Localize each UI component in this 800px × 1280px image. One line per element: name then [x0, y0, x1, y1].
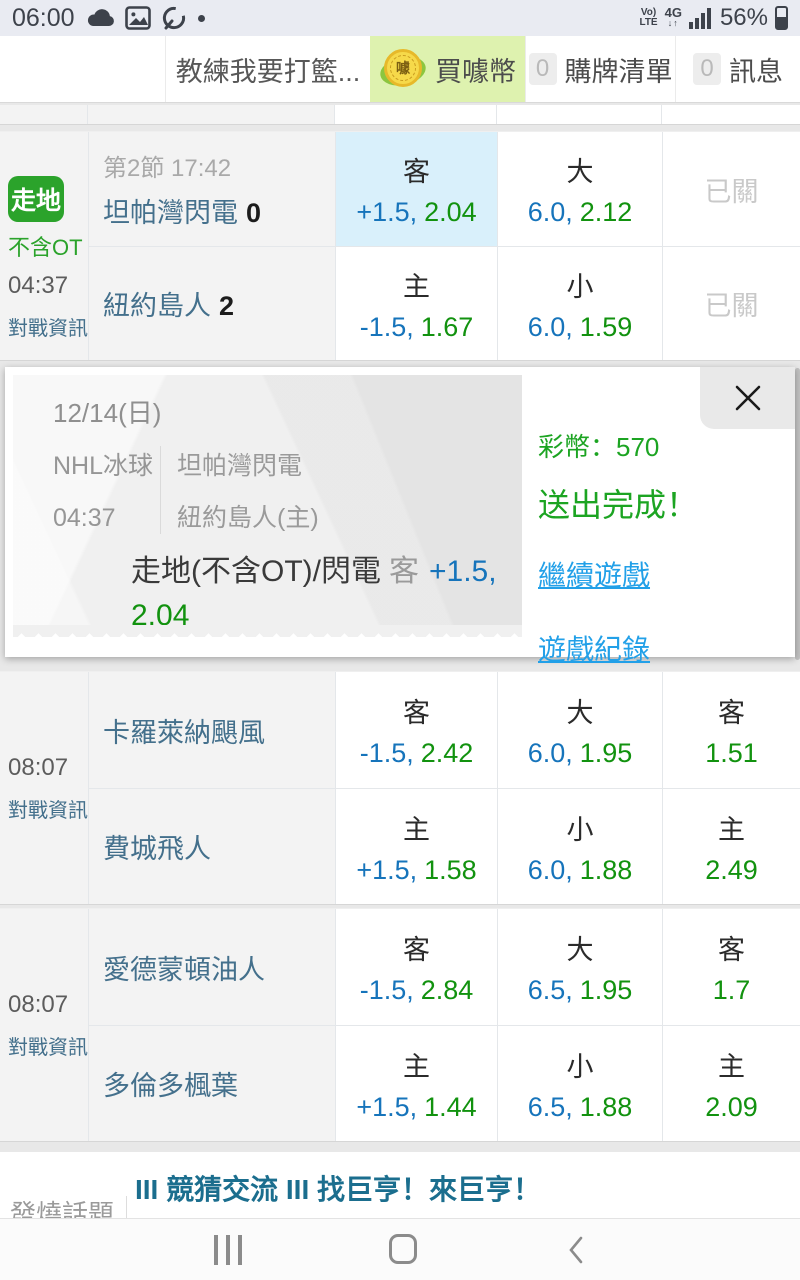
gallery-icon	[124, 6, 151, 30]
bet-league: NHL冰球	[53, 452, 154, 480]
scrollbar-thumb[interactable]	[795, 368, 800, 660]
coin-icon: 噱	[377, 47, 429, 91]
team-score: 2	[219, 291, 235, 321]
bet-list-count-badge: 0	[528, 53, 557, 85]
match-info-link[interactable]: 對戰資訊	[8, 800, 88, 822]
signal-icon	[688, 7, 713, 29]
team-name: 坦帕灣閃電 0	[103, 198, 262, 228]
volte-icon: Vo) LTE	[639, 7, 658, 28]
team-name: 費城飛人	[103, 834, 211, 864]
team-cell[interactable]: 第2節 17:42 坦帕灣閃電 0	[88, 132, 335, 246]
match-meta: 08:07 對戰資訊	[0, 909, 88, 1141]
odds-handicap-home[interactable]: 主 -1.5, 1.67	[335, 247, 497, 360]
partial-table-row	[0, 105, 800, 125]
team-row-home: 多倫多楓葉 主 +1.5, 1.44 小 6.5, 1.88 主 2.09	[88, 1025, 800, 1141]
match-meta: 走地 不含OT 04:37 對戰資訊	[0, 132, 88, 360]
swirl-app-icon	[161, 5, 188, 31]
match-card-hurricanes-flyers: 08:07 對戰資訊 卡羅萊納颶風 客 -1.5, 2.42 大 6.0, 1.95…	[0, 671, 800, 905]
close-button[interactable]	[700, 367, 795, 429]
team-row-away: 第2節 17:42 坦帕灣閃電 0 客 +1.5, 2.04 大 6.0, 2.12 …	[88, 132, 800, 246]
status-bar: 06:00 Vo) LTE 4G ↓↑ 56%	[0, 0, 800, 36]
odds-moneyline-closed: 已關	[662, 247, 800, 360]
continue-game-link[interactable]: 繼續遊戲	[538, 560, 651, 591]
submit-success-message: 送出完成！	[538, 487, 699, 523]
match-card-oilers-mapleleafs: 08:07 對戰資訊 愛德蒙頓油人 客 -1.5, 2.84 大 6.5, 1.95…	[0, 908, 800, 1142]
mobile-data-icon: 4G ↓↑	[664, 5, 682, 28]
team-cell[interactable]: 費城飛人	[88, 789, 335, 904]
close-icon	[733, 383, 763, 413]
team-cell[interactable]: 紐約島人 2	[88, 247, 335, 360]
top-nav: 教練我要打籃... 噱 買噱幣 0 購牌清單 0 訊息	[0, 36, 800, 103]
team-row-home: 費城飛人 主 +1.5, 1.58 小 6.0, 1.88 主 2.49	[88, 788, 800, 904]
game-period: 第2節 17:42	[103, 155, 232, 182]
live-badge: 走地	[8, 176, 64, 222]
team-score: 0	[246, 198, 262, 228]
coins-balance: 彩幣：570	[538, 432, 660, 462]
nav-empty-area	[0, 36, 165, 102]
forum-marquee-link[interactable]: III 競猜交流 III 找巨亨！來巨亨！	[135, 1174, 542, 1205]
receipt-zigzag-edge	[13, 625, 525, 637]
cloud-icon	[85, 8, 115, 28]
battery-icon	[775, 6, 788, 30]
match-info-link[interactable]: 對戰資訊	[8, 1037, 88, 1059]
bet-date: 12/14(日)	[53, 398, 162, 428]
bet-slip-popup: 12/14(日) NHL冰球 04:37 坦帕灣閃電 紐約島人(主) 走地(不含…	[5, 367, 795, 665]
bet-time: 04:37	[53, 504, 116, 532]
odds-over[interactable]: 大 6.0, 1.95	[497, 672, 662, 788]
team-cell[interactable]: 多倫多楓葉	[88, 1026, 335, 1141]
odds-moneyline-home[interactable]: 主 2.49	[662, 789, 800, 904]
bet-home-team: 紐約島人(主)	[177, 504, 319, 532]
team-cell[interactable]: 愛德蒙頓油人	[88, 909, 335, 1025]
odds-under[interactable]: 小 6.0, 1.88	[497, 789, 662, 904]
match-time: 08:07	[8, 991, 69, 1018]
team-row-away: 愛德蒙頓油人 客 -1.5, 2.84 大 6.5, 1.95 客 1.7	[88, 909, 800, 1025]
divider	[160, 446, 161, 534]
odds-moneyline-home[interactable]: 主 2.09	[662, 1026, 800, 1141]
team-name: 卡羅萊納颶風	[103, 717, 265, 748]
battery-percent: 56%	[719, 4, 768, 31]
team-cell[interactable]: 卡羅萊納颶風	[88, 672, 335, 788]
team-row-away: 卡羅萊納颶風 客 -1.5, 2.42 大 6.0, 1.95 客 1.51	[88, 672, 800, 788]
odds-moneyline-closed: 已關	[662, 132, 800, 246]
no-ot-label: 不含OT	[8, 235, 83, 260]
tab-buy-coins[interactable]: 噱 買噱幣	[370, 36, 525, 102]
tab-messages[interactable]: 0 訊息	[675, 36, 800, 102]
bet-receipt: 12/14(日) NHL冰球 04:37 坦帕灣閃電 紐約島人(主) 走地(不含…	[13, 375, 525, 632]
recents-icon[interactable]	[214, 1235, 242, 1265]
match-time: 04:37	[8, 272, 69, 299]
team-row-home: 紐約島人 2 主 -1.5, 1.67 小 6.0, 1.59 已關	[88, 246, 800, 360]
team-name: 多倫多楓葉	[103, 1071, 238, 1101]
tab-coach[interactable]: 教練我要打籃...	[165, 36, 370, 102]
odds-handicap-away[interactable]: 客 -1.5, 2.84	[335, 909, 497, 1025]
odds-moneyline-away[interactable]: 客 1.7	[662, 909, 800, 1025]
team-name: 紐約島人 2	[103, 291, 235, 321]
odds-under[interactable]: 小 6.5, 1.88	[497, 1026, 662, 1141]
game-history-link[interactable]: 遊戲紀錄	[538, 634, 651, 665]
odds-handicap-home[interactable]: 主 +1.5, 1.58	[335, 789, 497, 904]
match-meta: 08:07 對戰資訊	[0, 672, 88, 904]
notification-dot-icon	[197, 14, 205, 22]
back-icon[interactable]	[568, 1236, 584, 1264]
home-icon[interactable]	[389, 1234, 417, 1264]
clock: 06:00	[12, 3, 75, 32]
odds-handicap-away[interactable]: 客 +1.5, 2.04	[335, 132, 497, 246]
odds-over[interactable]: 大 6.5, 1.95	[497, 909, 662, 1025]
odds-moneyline-away[interactable]: 客 1.51	[662, 672, 800, 788]
match-info-link[interactable]: 對戰資訊	[8, 318, 88, 340]
team-name: 愛德蒙頓油人	[103, 954, 265, 985]
match-time: 08:07	[8, 754, 69, 781]
bet-away-team: 坦帕灣閃電	[177, 452, 303, 480]
odds-handicap-home[interactable]: 主 +1.5, 1.44	[335, 1026, 497, 1141]
odds-over[interactable]: 大 6.0, 2.12	[497, 132, 662, 246]
match-card-lightning-islanders: 走地 不含OT 04:37 對戰資訊 第2節 17:42 坦帕灣閃電 0 客 +1…	[0, 131, 800, 361]
android-navbar	[0, 1218, 800, 1280]
tab-bet-list[interactable]: 0 購牌清單	[525, 36, 675, 102]
odds-under[interactable]: 小 6.0, 1.59	[497, 247, 662, 360]
messages-count-badge: 0	[693, 53, 721, 85]
odds-handicap-away[interactable]: 客 -1.5, 2.42	[335, 672, 497, 788]
